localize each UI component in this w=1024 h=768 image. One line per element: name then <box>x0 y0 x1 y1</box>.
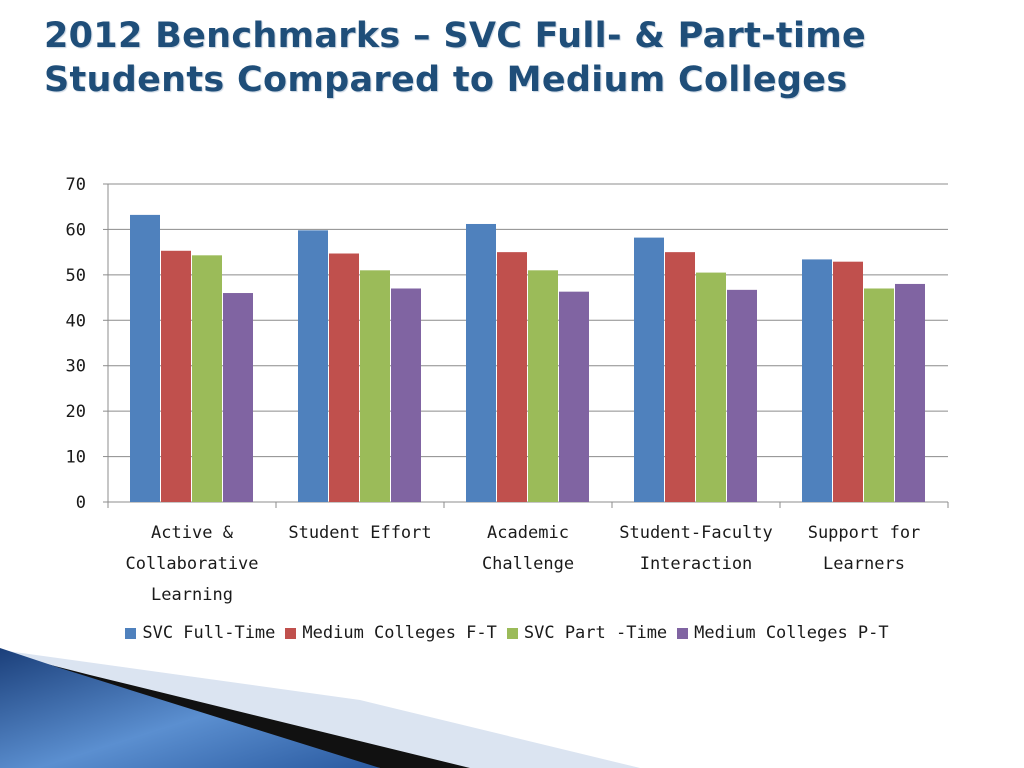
x-category-label: Active & <box>151 523 234 543</box>
bar-svc-part-time <box>192 255 222 502</box>
bar-medium-colleges-p-t <box>895 283 925 502</box>
bar-svc-part-time <box>696 272 726 502</box>
y-tick-label: 70 <box>66 175 86 195</box>
decor-blue-swoosh <box>0 648 380 768</box>
y-tick-label: 30 <box>66 357 86 377</box>
slide-title: 2012 Benchmarks – SVC Full- & Part-time … <box>44 14 984 102</box>
y-tick-label: 50 <box>66 266 86 286</box>
bar-medium-colleges-f-t <box>161 250 191 502</box>
bar-svc-full-time <box>298 230 328 502</box>
legend-item: Medium Colleges P-T <box>677 623 889 643</box>
bar-medium-colleges-p-t <box>223 293 253 502</box>
bar-medium-colleges-f-t <box>497 252 527 502</box>
x-category-label: Learners <box>823 554 905 574</box>
bar-medium-colleges-f-t <box>329 253 359 502</box>
legend-swatch <box>677 627 689 639</box>
x-category-label: Learning <box>151 585 233 605</box>
x-category-label: Student Effort <box>288 523 431 543</box>
y-tick-label: 10 <box>66 448 86 468</box>
bar-svc-part-time <box>360 270 390 502</box>
bar-medium-colleges-p-t <box>391 288 421 502</box>
bar-svc-full-time <box>466 223 496 502</box>
legend-swatch <box>285 627 297 639</box>
x-category-label: Challenge <box>482 554 574 574</box>
legend-label: Medium Colleges F-T <box>302 623 497 643</box>
bar-svc-full-time <box>634 237 664 502</box>
bar-svc-full-time <box>130 214 160 503</box>
slide-title-line-1: 2012 Benchmarks – SVC Full- & Part-time <box>44 16 867 56</box>
chart-legend: SVC Full-Time Medium Colleges F-T SVC Part… <box>0 623 1024 643</box>
x-category-label: Academic <box>487 523 569 543</box>
y-tick-label: 0 <box>76 493 86 513</box>
bar-svc-part-time <box>864 288 894 502</box>
y-tick-label: 20 <box>66 402 86 422</box>
slide-title-line-2: Students Compared to Medium Colleges <box>44 60 848 100</box>
x-category-label: Interaction <box>640 554 753 574</box>
legend-item: Medium Colleges F-T <box>285 623 497 643</box>
legend-swatch <box>125 627 137 639</box>
bar-svc-full-time <box>802 259 832 502</box>
x-category-label: Student-Faculty <box>619 523 773 543</box>
legend-item: SVC Part -Time <box>506 623 668 643</box>
bar-medium-colleges-f-t <box>665 252 695 502</box>
y-tick-label: 60 <box>66 220 86 240</box>
legend-swatch <box>506 627 518 639</box>
bar-medium-colleges-p-t <box>559 291 589 502</box>
bar-svc-part-time <box>528 270 558 502</box>
legend-label: Medium Colleges P-T <box>694 623 889 643</box>
bar-medium-colleges-f-t <box>833 261 863 502</box>
legend-label: SVC Part -Time <box>523 623 668 643</box>
legend-label: SVC Full-Time <box>142 623 276 643</box>
x-category-label: Support for <box>808 523 921 543</box>
x-category-label: Collaborative <box>125 554 258 574</box>
y-tick-label: 40 <box>66 311 86 331</box>
legend-item: SVC Full-Time <box>125 623 275 643</box>
bar-medium-colleges-p-t <box>727 289 757 502</box>
